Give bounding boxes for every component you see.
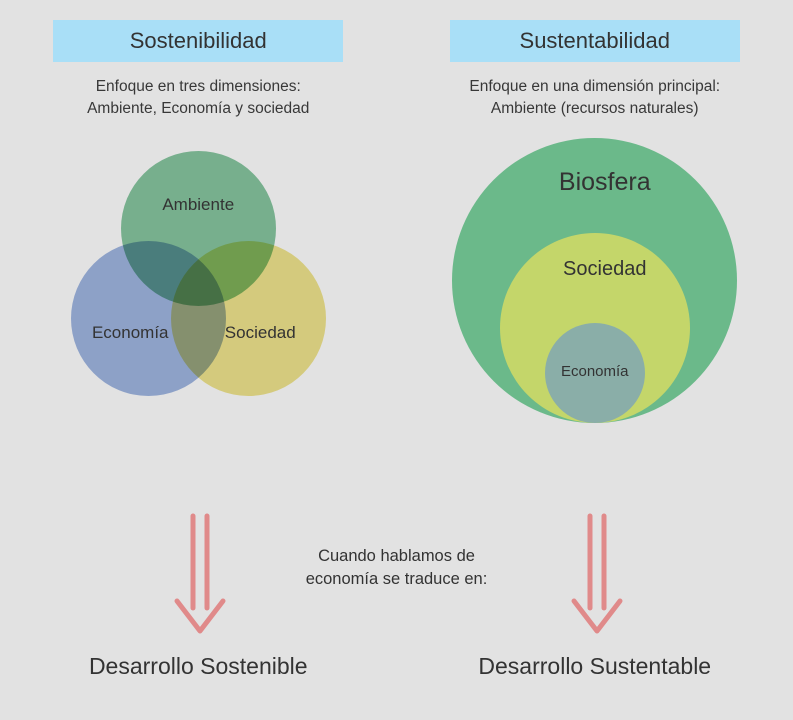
left-conclusion: Desarrollo Sostenible — [0, 653, 397, 680]
nested-label-economia: Economía — [545, 363, 645, 380]
middle-text: Cuando hablamos de economía se traduce e… — [0, 545, 793, 591]
left-subtitle-line2: Ambiente, Economía y sociedad — [87, 98, 309, 120]
middle-line1: Cuando hablamos de — [0, 545, 793, 568]
right-subtitle-line2: Ambiente (recursos naturales) — [469, 98, 720, 120]
venn-sociedad — [171, 241, 326, 396]
venn-label-ambiente: Ambiente — [138, 195, 258, 215]
left-title-bar: Sostenibilidad — [53, 20, 343, 62]
nested-label-biosfera: Biosfera — [535, 168, 675, 197]
left-subtitle: Enfoque en tres dimensiones: Ambiente, E… — [87, 76, 309, 119]
middle-line2: economía se traduce en: — [0, 568, 793, 591]
right-subtitle: Enfoque en una dimensión principal: Ambi… — [469, 76, 720, 119]
nested-diagram: Biosfera Sociedad Economía — [435, 133, 755, 433]
venn-label-economia: Economía — [70, 323, 190, 343]
left-column: Sostenibilidad Enfoque en tres dimension… — [0, 0, 397, 720]
right-title-bar: Sustentabilidad — [450, 20, 740, 62]
right-title: Sustentabilidad — [520, 28, 670, 54]
right-conclusion: Desarrollo Sustentable — [397, 653, 793, 680]
right-column: Sustentabilidad Enfoque en una dimensión… — [397, 0, 793, 720]
nested-label-sociedad: Sociedad — [545, 258, 665, 281]
right-subtitle-line1: Enfoque en una dimensión principal: — [469, 76, 720, 98]
venn-diagram: Ambiente Economía Sociedad — [38, 133, 358, 433]
left-subtitle-line1: Enfoque en tres dimensiones: — [87, 76, 309, 98]
left-title: Sostenibilidad — [130, 28, 267, 54]
venn-label-sociedad: Sociedad — [200, 323, 320, 343]
